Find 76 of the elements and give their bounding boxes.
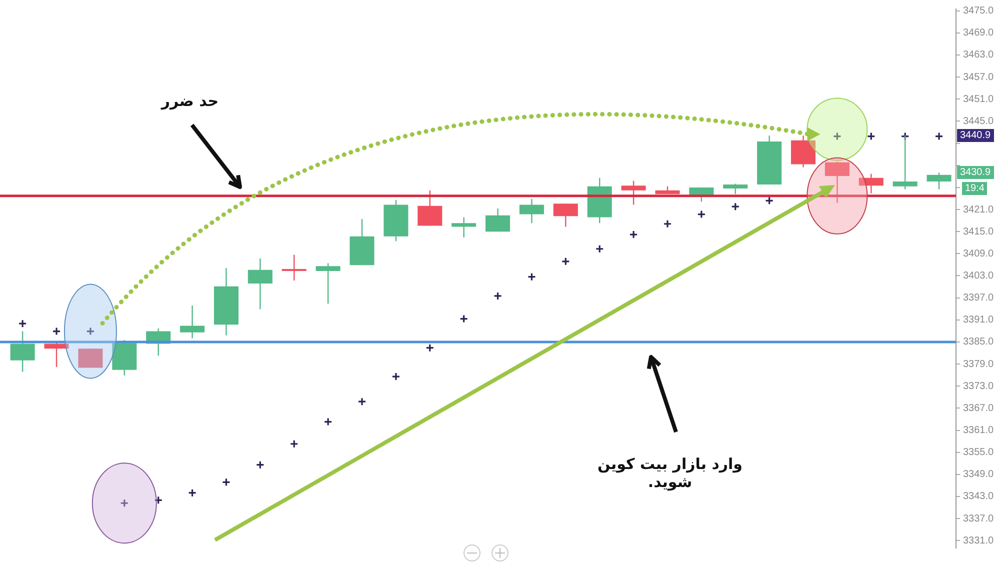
candlestick	[350, 218, 374, 266]
point	[290, 440, 298, 448]
annotation: 3440.9	[957, 129, 994, 142]
y-tick-label: 3475.0	[963, 6, 994, 17]
y-tick-label: 3415.0	[963, 226, 994, 238]
point	[426, 344, 434, 352]
candlestick	[248, 258, 272, 310]
candlestick	[418, 190, 442, 226]
y-tick-label: 3463.0	[963, 50, 994, 61]
point	[765, 196, 774, 205]
y-tick-label: 3385.0	[963, 336, 994, 348]
point	[527, 272, 536, 282]
candlestick	[78, 348, 103, 368]
point	[595, 244, 604, 254]
candlestick	[180, 304, 205, 339]
candlestick	[214, 267, 238, 336]
candlestick	[316, 262, 340, 304]
y-tick-label: 3367.0	[963, 402, 994, 414]
candlestick	[621, 180, 646, 206]
point	[934, 132, 944, 141]
point	[493, 292, 502, 300]
y-tick-label: 3451.0	[963, 94, 994, 105]
annotation: حد ضرر	[160, 92, 220, 110]
point	[832, 132, 842, 141]
candlestick	[44, 342, 69, 368]
y-tick-label: 3391.0	[963, 314, 994, 326]
point	[561, 257, 570, 266]
y-tick-label: 3343.0	[963, 491, 994, 502]
candlestick	[452, 216, 476, 238]
point	[86, 326, 95, 336]
y-tick-label: 3397.0	[963, 292, 994, 304]
candlestick	[553, 203, 578, 228]
candlestick	[858, 173, 884, 194]
point	[18, 319, 27, 328]
y-tick-label: 3409.0	[963, 248, 994, 260]
point	[52, 326, 61, 336]
y-tick-label: 3361.0	[963, 425, 994, 436]
y-tick-label: 3457.0	[963, 72, 994, 83]
candlestick	[112, 340, 137, 376]
candlestick	[384, 199, 408, 242]
candlestick	[486, 208, 510, 232]
point	[188, 488, 197, 498]
point	[358, 397, 366, 406]
y-tick-label: 3469.0	[963, 28, 994, 39]
point	[731, 202, 740, 211]
y-tick-label: 3349.0	[963, 469, 994, 480]
annotation: 3430.9	[957, 166, 994, 180]
candlestick	[10, 330, 35, 372]
point	[256, 460, 264, 470]
candlestick	[723, 183, 748, 195]
y-tick-label: 3331.0	[963, 535, 994, 546]
point	[392, 372, 400, 381]
y-tick-label: 3445.0	[963, 116, 994, 127]
point	[663, 220, 672, 228]
y-tick-label: 3373.0	[963, 380, 994, 392]
candlestick	[757, 134, 782, 186]
y-tick-label: 3355.0	[963, 447, 994, 458]
text: 19:4	[962, 182, 988, 196]
point	[900, 132, 910, 141]
point	[697, 210, 706, 219]
point	[629, 230, 638, 239]
y-tick-label: 3337.0	[963, 513, 994, 524]
y-tick-label: 3421.0	[963, 204, 994, 216]
point	[154, 496, 163, 504]
point	[324, 418, 332, 426]
point	[222, 478, 231, 486]
candlestick	[926, 172, 952, 190]
annotation: وارد بازار بیت کوین شوید.	[596, 455, 744, 491]
candlestick	[790, 134, 816, 168]
y-tick-label: 3403.0	[963, 270, 994, 282]
candlestick	[519, 198, 544, 224]
point	[866, 132, 876, 141]
point	[120, 498, 129, 508]
candlestick	[282, 254, 306, 282]
y-tick-label: 3379.0	[963, 358, 994, 370]
point	[460, 314, 468, 324]
